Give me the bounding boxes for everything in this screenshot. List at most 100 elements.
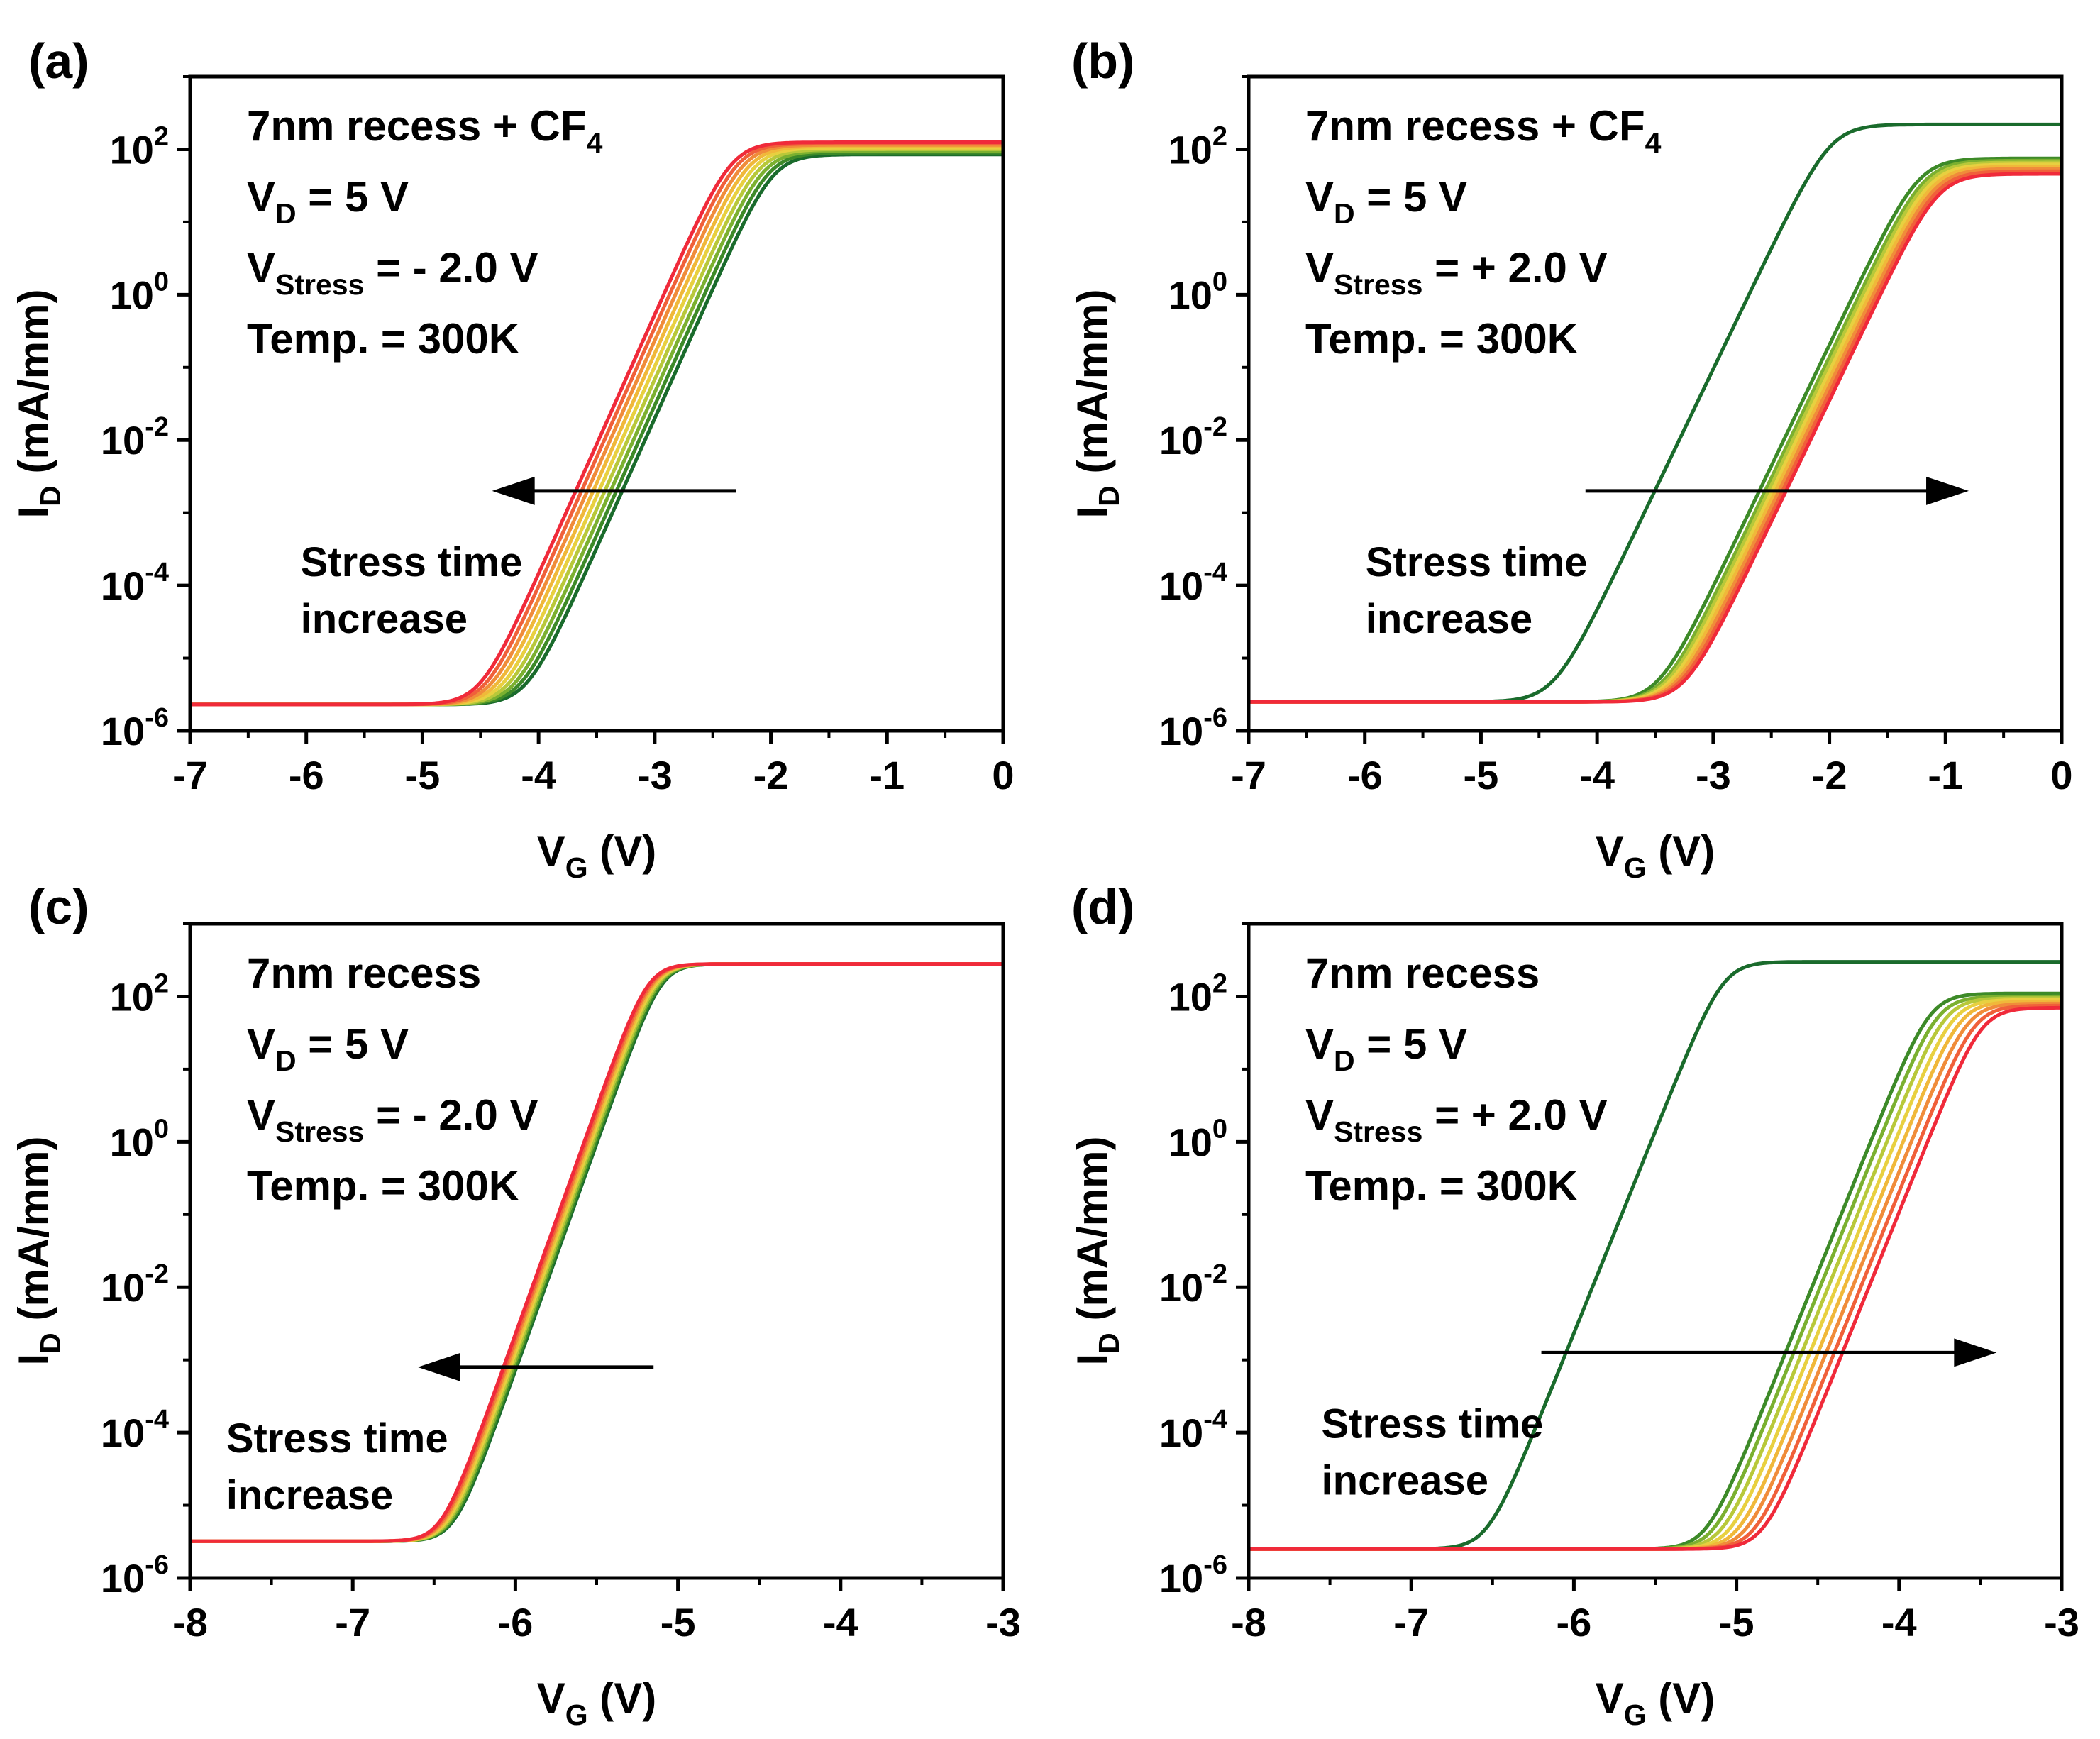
panel-label: (c)	[28, 879, 89, 934]
y-tick-label: 102	[1168, 968, 1227, 1019]
x-tick-label: -4	[1881, 1600, 1917, 1645]
x-tick-label: -1	[1928, 753, 1963, 797]
y-tick-label: 10-6	[101, 703, 169, 753]
x-tick-label: -6	[289, 753, 324, 797]
x-tick-label: -7	[1393, 1600, 1429, 1645]
y-tick-label: 100	[1168, 267, 1227, 317]
annotation-line-1-tail: = 5 V	[297, 173, 409, 221]
y-axis-label-main: I	[10, 507, 57, 519]
y-axis-label-sub: D	[1093, 1332, 1125, 1354]
x-tick-label: -5	[1464, 753, 1499, 797]
annotation-line-3: Temp. = 300K	[247, 315, 519, 363]
annotation-line-2: VStress = + 2.0 V	[1305, 1091, 1608, 1148]
y-tick-exp: 0	[154, 267, 169, 297]
annotation-line-1-tail: = 5 V	[297, 1020, 409, 1068]
y-tick-base: 10	[101, 1265, 145, 1310]
annotation-line-0-sub: 4	[1645, 126, 1662, 159]
annotation-line-1-main: V	[1305, 1020, 1334, 1068]
y-tick-exp: 0	[1212, 267, 1227, 297]
annotation-line-2-sub: Stress	[275, 268, 364, 301]
curves	[190, 140, 1003, 707]
annotation-line-2-tail: = - 2.0 V	[364, 244, 538, 292]
y-tick-exp: 2	[154, 121, 169, 151]
y-axis-label-sub: D	[34, 1332, 67, 1354]
y-axis-label-main: I	[1068, 1354, 1116, 1366]
y-tick-exp: -6	[1203, 703, 1227, 733]
annotation-line-1-tail: = 5 V	[1355, 173, 1467, 221]
annotation-line-1-sub: D	[1334, 1044, 1355, 1077]
y-tick-label: 10-2	[1159, 1259, 1227, 1310]
curves	[1249, 122, 2062, 704]
annotation-line-0: 7nm recess	[1305, 949, 1540, 997]
y-tick-exp: -2	[1203, 1259, 1227, 1289]
y-tick-label: 100	[1168, 1114, 1227, 1164]
arrow-label-line2: increase	[1366, 596, 1532, 642]
series-line-stress-8	[190, 140, 1003, 707]
y-tick-base: 10	[1168, 974, 1212, 1019]
x-tick-label: -4	[823, 1600, 858, 1645]
x-axis-label: VG (V)	[1596, 1674, 1715, 1731]
annotation-line-2-sub: Stress	[275, 1115, 364, 1148]
x-tick-label: -5	[1719, 1600, 1754, 1645]
y-tick-label: 10-6	[101, 1550, 169, 1601]
y-tick-base: 10	[1159, 1265, 1203, 1310]
y-tick-label: 102	[110, 968, 169, 1019]
y-axis-label-sub: D	[1093, 485, 1125, 507]
x-axis-label-main: V	[1596, 827, 1624, 875]
x-tick-label: -8	[172, 1600, 208, 1645]
x-tick-label: -6	[498, 1600, 534, 1645]
y-axis-label: ID (mA/mm)	[10, 289, 67, 519]
y-tick-exp: 0	[154, 1114, 169, 1144]
y-tick-base: 10	[101, 709, 145, 753]
annotation-line-2-tail: = - 2.0 V	[364, 1091, 538, 1139]
y-tick-base: 10	[101, 563, 145, 608]
annotation-line-0-main: 7nm recess + CF	[1305, 102, 1645, 150]
y-tick-exp: -4	[1203, 558, 1227, 587]
y-tick-base: 10	[101, 1410, 145, 1455]
annotation-line-1-tail: = 5 V	[1355, 1020, 1467, 1068]
arrow-label-line1: Stress time	[1322, 1401, 1544, 1447]
annotation-line-2-tail: = + 2.0 V	[1422, 244, 1607, 292]
annotation-line-1-sub: D	[1334, 197, 1355, 230]
x-axis-label-tail: (V)	[1647, 1674, 1715, 1722]
y-tick-label: 100	[110, 1114, 169, 1164]
x-tick-label: -3	[2044, 1600, 2079, 1645]
annotation-line-0: 7nm recess + CF4	[247, 102, 603, 159]
x-axis-label: VG (V)	[537, 827, 657, 884]
y-tick-label: 10-2	[101, 1259, 169, 1310]
annotation-line-2-tail: = + 2.0 V	[1422, 1091, 1607, 1139]
annotation-line-3-main: Temp. = 300K	[247, 1162, 519, 1210]
annotation-line-3-main: Temp. = 300K	[247, 315, 519, 363]
y-axis-label-tail: (mA/mm)	[1068, 289, 1116, 486]
annotation-line-2-main: V	[247, 244, 275, 292]
annotation-line-3: Temp. = 300K	[247, 1162, 519, 1210]
x-tick-label: -5	[661, 1600, 696, 1645]
x-tick-label: 0	[2050, 753, 2072, 797]
y-tick-exp: 2	[154, 968, 169, 998]
y-axis-label-sub: D	[34, 485, 67, 507]
y-tick-base: 10	[110, 1120, 154, 1164]
x-tick-label: -3	[637, 753, 673, 797]
annotation-line-1-main: V	[247, 1020, 275, 1068]
y-tick-base: 10	[1159, 418, 1203, 463]
y-tick-label: 102	[1168, 121, 1227, 172]
y-tick-exp: -2	[145, 1259, 169, 1289]
x-axis-label-main: V	[537, 1674, 565, 1722]
y-tick-label: 10-4	[1159, 558, 1227, 608]
x-tick-label: -4	[521, 753, 556, 797]
x-tick-label: -6	[1347, 753, 1383, 797]
y-tick-label: 10-4	[101, 1405, 169, 1455]
y-tick-exp: -6	[1203, 1550, 1227, 1580]
y-tick-label: 10-2	[101, 412, 169, 463]
series-line-stress-8	[190, 962, 1003, 1543]
x-tick-label: -7	[172, 753, 208, 797]
y-tick-base: 10	[110, 974, 154, 1019]
y-tick-base: 10	[1168, 127, 1212, 172]
y-tick-label: 10-4	[1159, 1405, 1227, 1455]
annotation-line-0-main: 7nm recess	[1305, 949, 1540, 997]
y-tick-base: 10	[1168, 272, 1212, 317]
x-tick-label: -1	[869, 753, 905, 797]
x-axis-label-sub: G	[565, 851, 588, 884]
panel-label: (d)	[1071, 879, 1134, 934]
